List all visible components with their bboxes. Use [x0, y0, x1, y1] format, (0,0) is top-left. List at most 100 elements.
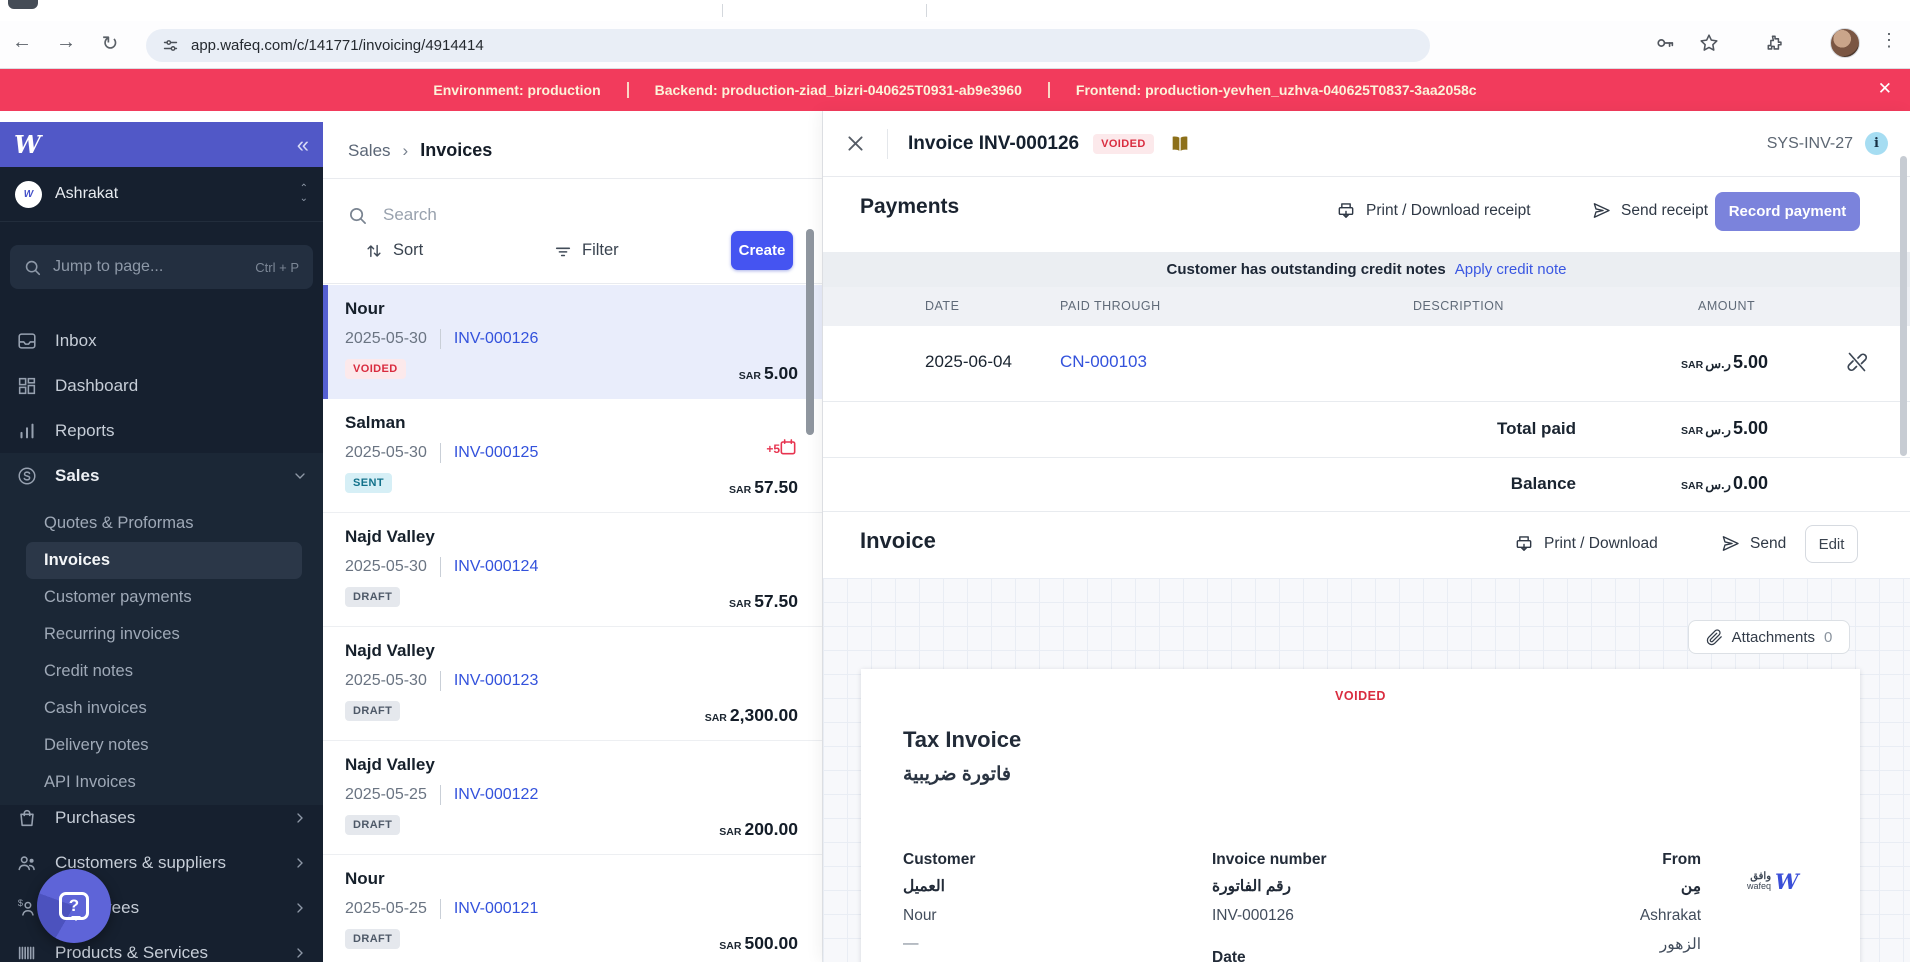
total-paid-value: 5.00 [1732, 418, 1768, 438]
credit-note-banner: Customer has outstanding credit notes Ap… [823, 252, 1910, 287]
invoice-date: 2025-05-25 [345, 786, 427, 803]
back-icon[interactable]: ← [12, 31, 32, 53]
chevron-right-icon [292, 810, 308, 826]
journal-book-icon[interactable] [1168, 133, 1192, 155]
invoice-list-item[interactable]: Najd Valley 2025-05-25 INV-000122 DRAFT … [323, 741, 822, 855]
sidebar-item-delivery-notes[interactable]: Delivery notes [0, 727, 323, 764]
status-badge: DRAFT [345, 701, 401, 721]
invoice-date: 2025-05-30 [345, 672, 427, 689]
sidebar-item-credit-notes[interactable]: Credit notes [0, 653, 323, 690]
invoice-preview-canvas: Attachments 0 VOIDED Tax Invoice فاتورة … [823, 578, 1910, 962]
divider [439, 329, 441, 349]
sidebar-item-products-services[interactable]: Products & Services [0, 930, 323, 962]
extensions-icon[interactable] [1764, 32, 1786, 59]
sidebar-item-reports[interactable]: Reports [0, 408, 323, 453]
sidebar-item-sales[interactable]: Sales [0, 453, 323, 498]
browser-tab-strip[interactable] [0, 0, 1910, 21]
sidebar-item-purchases[interactable]: Purchases [0, 795, 323, 840]
print-download-receipt-button[interactable]: Print / Download receipt [1336, 201, 1531, 221]
invoice-list-item[interactable]: Salman 2025-05-30 INV-000125 SENT +5 SAR… [323, 399, 822, 513]
list-scrollbar[interactable] [806, 229, 814, 435]
invoice-customer: Nour [345, 869, 385, 888]
banner-close-icon[interactable]: ✕ [1877, 79, 1892, 98]
sidebar-item-inbox[interactable]: Inbox [0, 318, 323, 363]
selected-accent-bar [323, 285, 328, 399]
invoice-number-link[interactable]: INV-000124 [453, 558, 539, 575]
invoice-number-value: INV-000126 [1212, 907, 1294, 924]
sidebar-item-api-invoices[interactable]: API Invoices [0, 764, 323, 801]
divider [323, 283, 822, 284]
send-button[interactable]: Send [1721, 534, 1786, 553]
sidebar-subitem-label: Cash invoices [44, 699, 147, 717]
breadcrumb-invoices: Invoices [420, 140, 493, 160]
sidebar-item-recurring-invoices[interactable]: Recurring invoices [0, 616, 323, 653]
invoice-list-item[interactable]: Najd Valley 2025-05-30 INV-000124 DRAFT … [323, 513, 822, 627]
print-download-button[interactable]: Print / Download [1514, 534, 1658, 554]
edit-button[interactable]: Edit [1805, 525, 1858, 563]
invoice-list-item[interactable]: Nour 2025-05-30 INV-000126 VOIDED SAR 5.0… [323, 285, 822, 399]
reload-icon[interactable]: ↻ [101, 33, 119, 55]
sidebar-item-dashboard[interactable]: Dashboard [0, 363, 323, 408]
jump-to-page-input[interactable]: Jump to page... Ctrl + P [10, 245, 313, 289]
status-badge: SENT [345, 473, 392, 493]
invoice-number-link[interactable]: INV-000123 [453, 672, 539, 689]
info-icon[interactable]: i [1865, 132, 1888, 155]
balance-value: 0.00 [1732, 473, 1768, 493]
overdue-days: +5 [766, 442, 780, 456]
breadcrumb: Sales › Invoices [348, 140, 492, 161]
reports-icon [15, 419, 38, 442]
sidebar-item-quotes-proformas[interactable]: Quotes & Proformas [0, 505, 323, 542]
sidebar-item-invoices[interactable]: Invoices [26, 542, 302, 579]
banner-divider [626, 82, 629, 98]
apply-credit-note-link[interactable]: Apply credit note [1454, 261, 1567, 278]
send-receipt-button[interactable]: Send receipt [1592, 201, 1708, 220]
invoice-customer: Najd Valley [345, 755, 435, 774]
chevron-down-icon [292, 468, 308, 484]
invoice-date: 2025-05-30 [345, 444, 427, 461]
sidebar-item-label: Inbox [55, 330, 97, 350]
sidebar-collapse-icon[interactable]: « [296, 131, 309, 157]
attachments-button[interactable]: Attachments 0 [1688, 620, 1850, 654]
filter-button[interactable]: Filter [554, 241, 619, 260]
send-receipt-label: Send receipt [1621, 201, 1709, 219]
customer-label: Customer [903, 851, 976, 868]
send-label: Send [1750, 534, 1787, 552]
bookmark-star-icon[interactable] [1698, 32, 1720, 59]
password-key-icon[interactable] [1654, 32, 1676, 59]
sidebar-item-cash-invoices[interactable]: Cash invoices [0, 690, 323, 727]
breadcrumb-sales[interactable]: Sales [348, 140, 391, 160]
col-amount: AMOUNT [1698, 299, 1756, 313]
from-label-arabic: مِن [1680, 878, 1701, 895]
send-icon [1722, 536, 1739, 551]
purchases-icon [15, 806, 38, 829]
invoice-number-link[interactable]: INV-000125 [453, 444, 539, 461]
site-settings-icon[interactable] [162, 37, 179, 54]
currency-code: SAR [1681, 359, 1704, 371]
forward-icon[interactable]: → [56, 31, 76, 53]
sidebar-item-customer-payments[interactable]: Customer payments [0, 579, 323, 616]
sidebar-item-customers-suppliers[interactable]: Customers & suppliers [0, 840, 323, 885]
banner-frontend: Frontend: production-yevhen_uzhva-040625… [1075, 82, 1477, 98]
close-icon[interactable] [845, 133, 867, 155]
address-bar[interactable]: app.wafeq.com/c/141771/invoicing/4914414 [146, 29, 1430, 62]
sales-group: Sales Quotes & Proformas Invoices Custom… [0, 453, 323, 805]
invoice-number-link[interactable]: INV-000122 [453, 786, 539, 803]
record-payment-button[interactable]: Record payment [1715, 192, 1860, 231]
browser-menu-icon[interactable]: ⋮ [1880, 30, 1898, 50]
invoice-list-item[interactable]: Najd Valley 2025-05-30 INV-000123 DRAFT … [323, 627, 822, 741]
create-button[interactable]: Create [731, 231, 793, 270]
credit-note-link[interactable]: CN-000103 [1060, 352, 1147, 371]
products-icon [15, 941, 38, 962]
invoice-list-item[interactable]: Nour 2025-05-25 INV-000121 DRAFT SAR 500.… [323, 855, 822, 962]
help-button[interactable]: ? [37, 869, 111, 943]
unlink-payment-icon[interactable] [1845, 350, 1869, 374]
divider [439, 899, 441, 919]
sort-button[interactable]: Sort [365, 241, 423, 260]
browser-profile-avatar[interactable] [1830, 28, 1860, 58]
url-text[interactable]: app.wafeq.com/c/141771/invoicing/4914414 [191, 37, 484, 54]
workspace-switcher[interactable]: W Ashrakat ⌃ ⌄ [0, 167, 323, 222]
invoice-number-link[interactable]: INV-000121 [453, 900, 539, 917]
invoice-number-link[interactable]: INV-000126 [453, 330, 539, 347]
search-input[interactable]: Search [348, 195, 788, 235]
detail-scrollbar[interactable] [1900, 156, 1907, 456]
